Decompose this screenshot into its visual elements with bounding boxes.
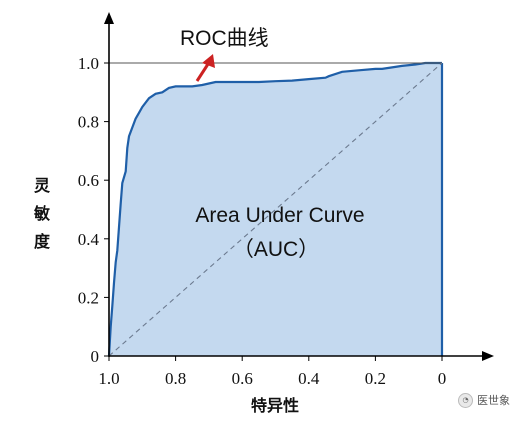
auc-label-line2: （AUC）: [233, 238, 319, 261]
x-axis-arrowhead: [482, 351, 494, 361]
auc-label-line1: Area Under Curve: [195, 204, 364, 227]
y-ticks: 0 0.2 0.4 0.6 0.8 1.0: [78, 54, 109, 366]
x-tick-label: 0.6: [232, 369, 253, 388]
y-tick-label: 0.8: [78, 113, 99, 132]
watermark: ◔ 医世象: [458, 392, 510, 408]
y-tick-label: 0.2: [78, 288, 99, 307]
wechat-icon: ◔: [458, 392, 473, 408]
x-tick-label: 0: [438, 369, 447, 388]
y-tick-label: 0: [91, 347, 100, 366]
y-tick-label: 1.0: [78, 54, 99, 73]
x-axis-title: 特异性: [251, 396, 299, 415]
y-tick-label: 0.6: [78, 171, 99, 190]
diagonal-reference-line: [108, 62, 443, 357]
y-tick-label: 0.4: [78, 230, 100, 249]
y-axis-title: 灵敏度: [33, 176, 51, 251]
watermark-text: 医世象: [477, 394, 510, 407]
x-tick-label: 0.4: [298, 369, 320, 388]
x-tick-label: 0.2: [365, 369, 386, 388]
y-axis-arrowhead: [104, 12, 114, 24]
roc-arrow-head: [202, 54, 215, 68]
x-ticks: 1.0 0.8 0.6 0.4 0.2 0: [98, 356, 446, 388]
x-tick-label: 0.8: [165, 369, 186, 388]
x-tick-label: 1.0: [98, 369, 119, 388]
roc-curve-line: [107, 61, 442, 357]
roc-curve-label: ROC曲线: [180, 27, 269, 50]
